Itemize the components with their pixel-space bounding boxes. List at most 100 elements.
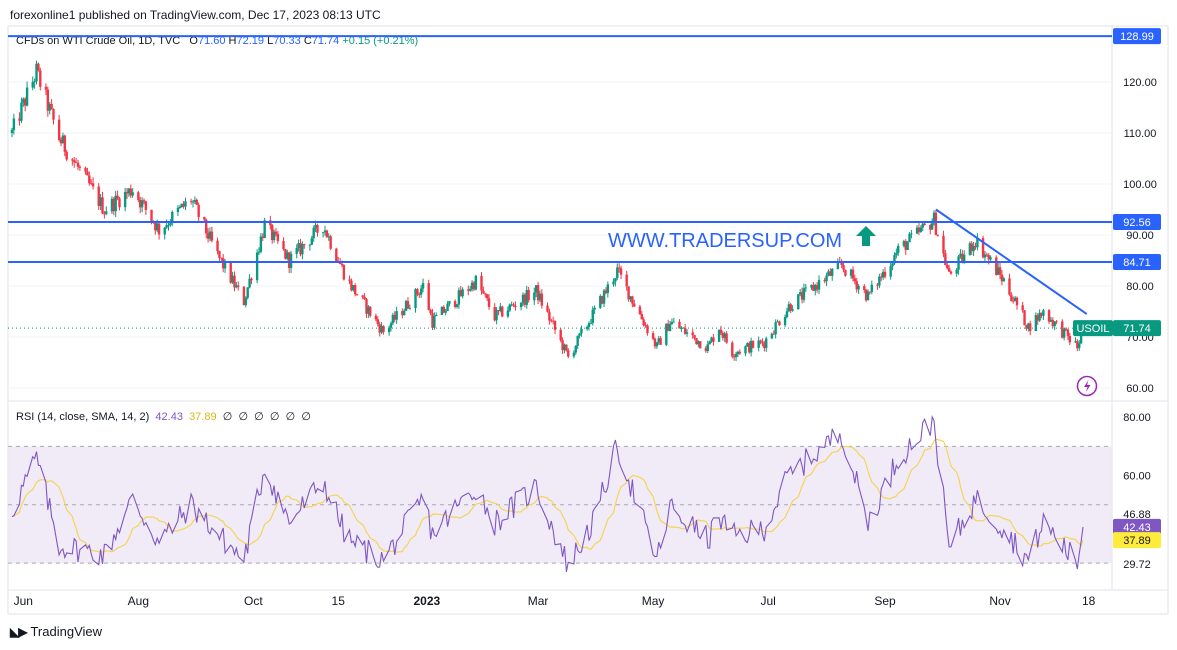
- candle-body: [1025, 325, 1028, 329]
- price-level-value: 92.56: [1123, 217, 1151, 229]
- candle-body: [734, 354, 738, 358]
- candle-body: [1036, 315, 1039, 321]
- candle-body: [787, 304, 791, 312]
- candle-body: [88, 175, 91, 184]
- candle-body: [602, 290, 606, 304]
- price-axis-tick: 110.00: [1124, 128, 1157, 140]
- candle-body: [593, 307, 596, 310]
- candle-body: [184, 201, 187, 207]
- trendline[interactable]: [935, 208, 1088, 315]
- candle-body: [878, 276, 881, 286]
- price-axis-tick: 90.00: [1126, 230, 1154, 242]
- time-axis-tick: Nov: [989, 594, 1010, 608]
- candle-body: [468, 288, 472, 291]
- candle-body: [233, 275, 236, 288]
- candle-body: [361, 295, 364, 297]
- candle-body: [751, 341, 755, 348]
- rsi-line: [11, 415, 1084, 573]
- candle-body: [485, 294, 489, 299]
- candle-body: [1047, 310, 1051, 322]
- candle-body: [657, 338, 660, 343]
- candle-body: [191, 201, 195, 203]
- candle-body: [666, 323, 670, 332]
- candle-body: [1076, 341, 1079, 349]
- candle-body: [316, 224, 319, 233]
- candle-body: [883, 271, 887, 277]
- candle-body: [112, 198, 116, 212]
- candle-body: [429, 309, 432, 314]
- time-axis-tick: Jul: [760, 594, 775, 608]
- candle-body: [889, 266, 892, 277]
- candle-body: [474, 275, 478, 290]
- candle-body: [71, 159, 74, 161]
- current-price-value: 71.74: [1123, 323, 1151, 335]
- high-label: H: [228, 35, 237, 47]
- candle-body: [433, 316, 436, 328]
- candles: [10, 60, 1085, 362]
- time-axis-tick: May: [642, 594, 665, 608]
- candle-body: [37, 63, 40, 71]
- candle-body: [402, 310, 406, 316]
- candle-body: [365, 299, 368, 314]
- candle-body: [284, 249, 287, 259]
- candle-body: [193, 199, 197, 202]
- symbol-description[interactable]: CFDs on WTI Crude Oil, 1D, TVC: [16, 35, 181, 47]
- candle-body: [672, 321, 676, 323]
- candle-body: [1002, 278, 1006, 282]
- candle-body: [1074, 341, 1077, 343]
- rsi-label[interactable]: RSI (14, close, SMA, 14, 2): [16, 411, 150, 423]
- candle-body: [1061, 321, 1064, 338]
- candle-body: [783, 317, 787, 326]
- candle-body: [295, 248, 298, 254]
- change-value: +0.15 (+0.21%): [342, 35, 419, 47]
- candle-body: [1079, 331, 1083, 344]
- candle-body: [723, 333, 726, 338]
- candle-body: [287, 252, 291, 269]
- candle-body: [157, 223, 161, 235]
- candle-body: [627, 286, 630, 300]
- candle-body: [395, 311, 398, 320]
- price-axis-tick: 120.00: [1123, 77, 1157, 89]
- candle-body: [218, 251, 221, 258]
- candle-body: [749, 341, 753, 353]
- candle-body: [259, 236, 263, 252]
- candle-body: [748, 343, 751, 353]
- price-level-lines[interactable]: [8, 35, 1112, 329]
- candle-body: [774, 322, 777, 335]
- candle-body: [91, 183, 95, 187]
- candle-body: [480, 275, 483, 291]
- candle-body: [459, 290, 462, 297]
- candle-body: [527, 290, 530, 301]
- symbol-tag-text: USOIL: [1076, 323, 1109, 335]
- candle-body: [33, 81, 36, 83]
- rsi-value-tag: [1113, 518, 1161, 535]
- watermark-text: WWW.TRADERSUP.COM: [608, 230, 842, 252]
- candle-body: [844, 269, 847, 276]
- candle-body: [308, 244, 312, 246]
- tradingview-logo[interactable]: ◣▶ TradingView: [10, 624, 102, 639]
- candle-body: [712, 337, 715, 342]
- open-value: 71.60: [197, 35, 226, 47]
- candle-body: [299, 243, 302, 255]
- candle-body: [857, 286, 860, 290]
- candle-body: [205, 219, 208, 234]
- candle-body: [606, 284, 610, 293]
- rsi-lines: [11, 415, 1084, 573]
- candle-body: [103, 213, 106, 215]
- candle-body: [519, 302, 523, 308]
- candle-body: [778, 321, 781, 326]
- brand-name: TradingView: [30, 624, 103, 639]
- candle-body: [220, 257, 223, 259]
- candle-body: [1064, 328, 1068, 330]
- candle-body: [125, 191, 129, 194]
- candle-body: [435, 314, 438, 317]
- candle-body: [461, 289, 464, 297]
- alert-button[interactable]: [1076, 375, 1098, 397]
- candle-body: [944, 253, 947, 266]
- candle-body: [631, 296, 634, 304]
- rsi-placeholder: ∅: [269, 411, 280, 423]
- candle-body: [678, 321, 681, 329]
- candle-body: [261, 236, 264, 238]
- candle-body: [105, 211, 108, 214]
